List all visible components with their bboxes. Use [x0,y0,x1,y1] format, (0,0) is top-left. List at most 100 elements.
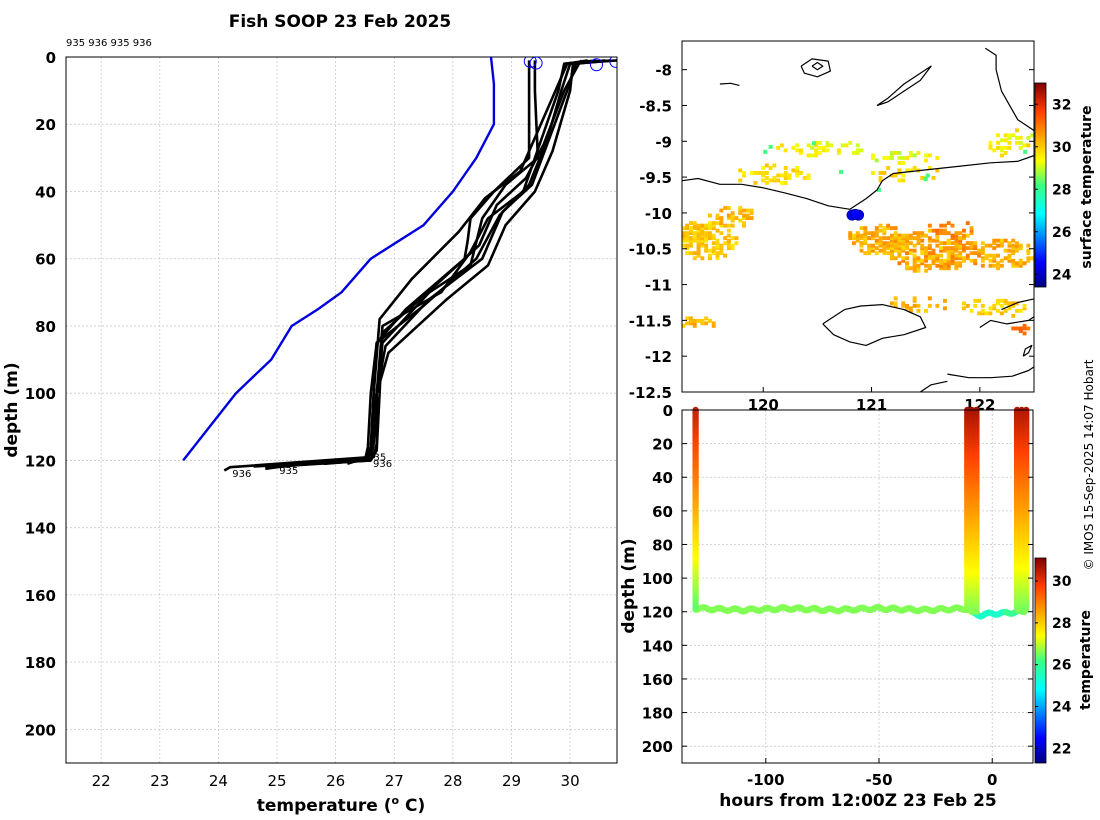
map-temperature-pixel [890,253,894,258]
map-temperature-pixel [685,233,690,238]
map-temperature-pixel [916,303,921,308]
map-temperature-pixel [905,266,909,271]
time-depth-y-tick-label: 0 [663,402,673,420]
map-temperature-pixel [999,238,1004,243]
map-temperature-pixel [1007,248,1012,253]
map-temperature-pixel [674,239,678,243]
map-temperature-pixel [988,253,993,258]
map-temperature-pixel [783,166,788,170]
time-depth-y-label: depth (m) [619,538,639,633]
map-temperature-pixel [958,251,963,256]
map-temperature-pixel [863,238,868,243]
map-temperature-pixel [954,241,959,246]
map-temperature-pixel [685,321,690,326]
map-temperature-pixel [768,144,773,149]
map-temperature-pixel [783,176,788,180]
map-temperature-pixel [935,243,940,248]
map-temperature-pixel [962,306,966,311]
map-temperature-pixel [969,251,974,256]
map-temperature-pixel [924,256,928,261]
map-temperature-pixel [814,148,818,153]
coastline-segment [947,366,1034,379]
map-temperature-pixel [912,236,917,241]
time-depth-y-tick-label: 180 [642,705,673,723]
map-temperature-pixel [795,168,800,173]
profile-plot: 22 23 24 25 26 27 28 29 30 0 20 40 60 80 100 120 140 160 1… [2,38,618,816]
map-temperature-pixel [711,323,716,328]
map-colorbar [1034,82,1047,288]
map-temperature-pixel [799,148,803,153]
map-temperature-pixel [1018,145,1023,150]
map-temperature-pixel [996,140,1000,145]
map-temperature-pixel [700,236,705,241]
map-temperature-pixel [1011,301,1016,306]
map-temperature-pixel [927,263,932,268]
map-temperature-pixel [920,261,925,266]
map-temperature-pixel [992,253,997,258]
map-temperature-pixel [696,228,701,233]
map-temperature-pixel [692,256,697,261]
map-temperature-pixel [692,223,697,228]
map-temperature-pixel [1026,326,1031,331]
map-temperature-pixel [890,236,894,241]
profile-line-profile-4 [323,59,617,466]
map-temperature-pixel [726,246,731,251]
map-temperature-pixel [700,231,705,236]
map-temperature-pixel [791,145,796,150]
map-temperature-pixel [999,138,1004,143]
map-temperature-pixel [772,176,777,180]
map-temperature-pixel [874,226,879,231]
map-temperature-pixel [738,218,743,223]
map-temperature-pixel [700,243,705,248]
map-temperature-pixel [950,223,955,228]
map-temperature-pixel [905,168,909,173]
map-temperature-pixel [973,243,978,248]
map-temperature-pixel [768,178,773,183]
map-temperature-pixel [958,256,963,261]
time-depth-x-tick-label: -50 [865,771,892,789]
coastline-segment [719,82,740,86]
map-temperature-pixel [764,176,769,180]
map-temperature-pixel [1018,135,1023,140]
map-temperature-pixel [871,231,875,236]
map-temperature-pixel [867,236,872,241]
map-temperature-pixel [742,171,746,175]
map-temperature-pixel [814,140,818,145]
map-temperature-pixel [924,153,928,158]
map-temperature-pixel [992,258,997,263]
map-temperature-pixel [999,303,1004,308]
map-temperature-pixel [980,308,985,313]
coastline-segment [822,304,927,346]
map-temperature-pixel [749,216,754,220]
map-temperature-pixel [893,233,898,238]
map-temperature-pixel [901,246,906,251]
map-temperature-pixel [931,258,936,263]
map-temperature-pixel [980,248,985,253]
map-temperature-pixel [783,181,788,185]
map-temperature-pixel [852,151,856,155]
map-y-tick-label: -9.5 [639,169,672,187]
map-temperature-pixel [931,248,936,253]
profile-top-annotation: 935 936 935 936 [66,38,152,49]
map-temperature-pixel [901,236,906,241]
map-temperature-pixel [711,221,716,226]
map-temperature-pixel [943,261,947,266]
map-temperature-pixel [920,231,925,236]
time-depth-frame-outline [681,409,1034,764]
map-temperature-pixel [897,248,902,253]
profile-x-tick-label: 22 [92,772,111,790]
map-temperature-pixel [730,236,735,241]
map-temperature-pixel [753,171,758,175]
map-temperature-pixel [931,228,936,233]
map-temperature-pixel [939,261,944,266]
map-temperature-pixel [753,181,758,185]
map-temperature-pixel [878,223,883,228]
map-temperature-pixel [954,231,959,236]
map-temperature-pixel [764,181,769,185]
profile-x-tick-label: 24 [209,772,228,790]
profile-x-label: temperature (o C) [257,794,426,816]
map-temperature-pixel [999,263,1004,268]
map-temperature-pixel [745,208,750,213]
profile-y-tick-label: 60 [35,251,56,269]
